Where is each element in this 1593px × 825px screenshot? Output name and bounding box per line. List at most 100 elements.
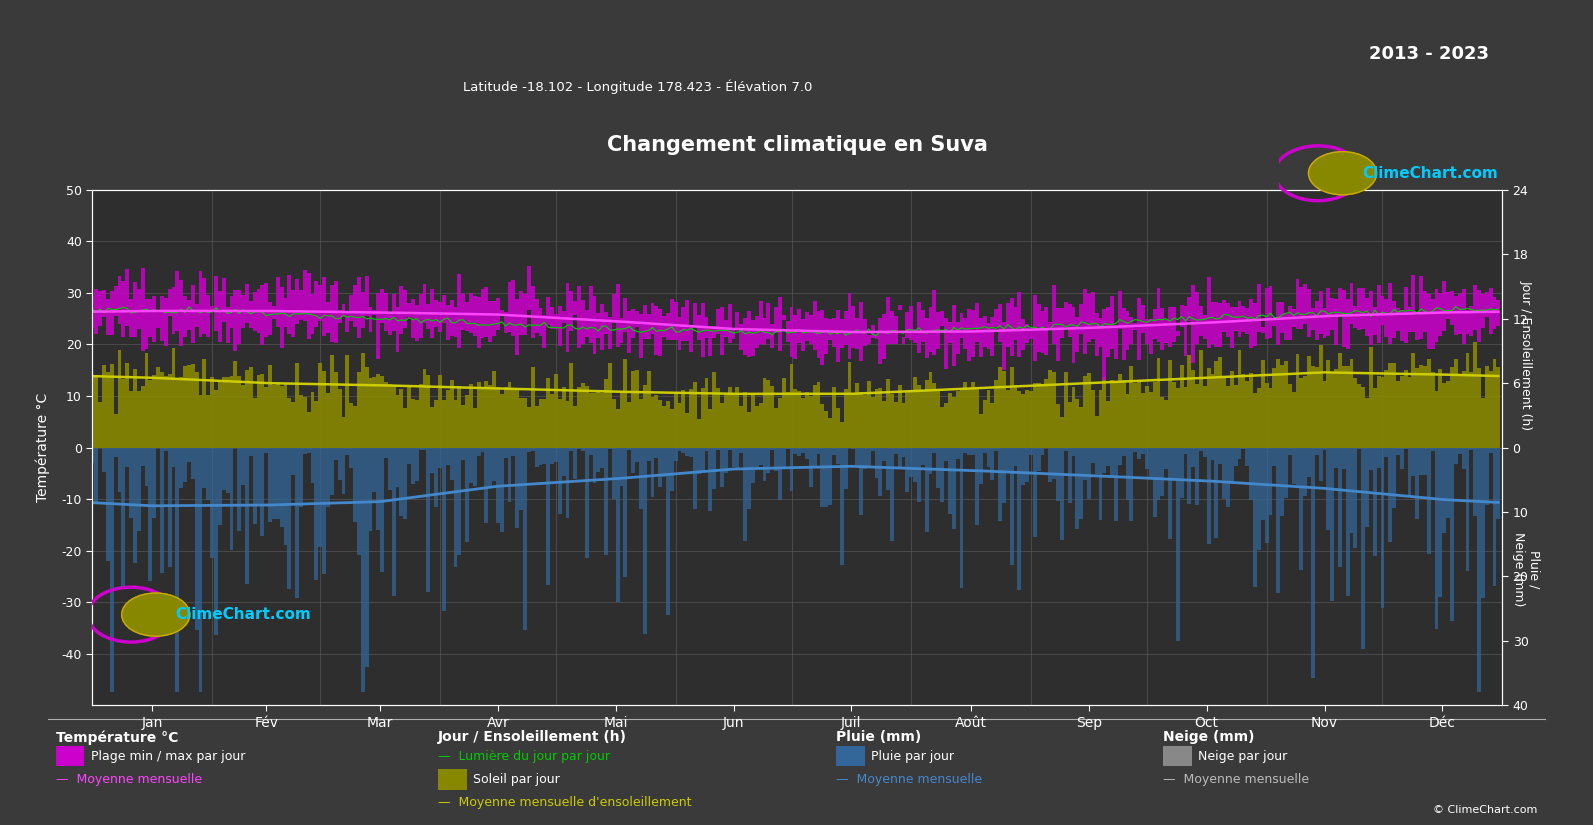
- Bar: [1381, 377, 1384, 447]
- Bar: [253, 447, 256, 524]
- Bar: [763, 447, 766, 482]
- Bar: [937, 447, 940, 488]
- Bar: [886, 380, 890, 447]
- Bar: [1368, 447, 1373, 469]
- Bar: [102, 447, 105, 472]
- Title: Changement climatique en Suva: Changement climatique en Suva: [607, 134, 988, 155]
- Bar: [1067, 447, 1072, 502]
- Bar: [287, 447, 292, 589]
- Bar: [581, 300, 585, 344]
- Bar: [354, 285, 357, 328]
- Bar: [1462, 371, 1466, 447]
- Text: —  Moyenne mensuelle: — Moyenne mensuelle: [56, 773, 202, 786]
- Bar: [284, 384, 287, 447]
- Bar: [199, 271, 202, 337]
- Bar: [577, 447, 581, 449]
- Text: Soleil par jour: Soleil par jour: [473, 773, 559, 786]
- Bar: [1056, 403, 1059, 447]
- Bar: [736, 447, 739, 469]
- Bar: [798, 391, 801, 447]
- Bar: [1056, 309, 1059, 361]
- Bar: [1203, 385, 1207, 447]
- Bar: [441, 295, 446, 323]
- Bar: [260, 285, 264, 346]
- Bar: [1276, 359, 1281, 447]
- Bar: [1214, 361, 1219, 447]
- Bar: [392, 386, 395, 447]
- Bar: [1458, 293, 1462, 334]
- Bar: [585, 385, 589, 447]
- Bar: [376, 375, 381, 447]
- Bar: [1168, 308, 1172, 347]
- Bar: [573, 406, 577, 447]
- Bar: [766, 447, 771, 473]
- Bar: [1149, 392, 1153, 447]
- Bar: [1141, 305, 1145, 332]
- Bar: [693, 447, 696, 509]
- Bar: [256, 447, 260, 504]
- Bar: [755, 406, 758, 447]
- Bar: [902, 447, 905, 457]
- Bar: [550, 394, 554, 447]
- Bar: [1141, 393, 1145, 447]
- Bar: [1053, 372, 1056, 447]
- Bar: [465, 395, 468, 447]
- Bar: [886, 297, 890, 344]
- Bar: [709, 328, 712, 356]
- Bar: [538, 398, 542, 447]
- Bar: [373, 310, 376, 315]
- Bar: [542, 315, 546, 348]
- Bar: [913, 377, 918, 447]
- Bar: [744, 447, 747, 541]
- Bar: [1435, 391, 1438, 447]
- Bar: [951, 447, 956, 529]
- Bar: [1153, 447, 1157, 516]
- Bar: [468, 447, 473, 483]
- Bar: [226, 377, 229, 447]
- Bar: [1469, 306, 1474, 337]
- Bar: [94, 375, 99, 447]
- Bar: [495, 387, 500, 447]
- Bar: [685, 300, 690, 341]
- Bar: [481, 289, 484, 338]
- Bar: [609, 447, 612, 449]
- Bar: [562, 387, 566, 447]
- Bar: [1349, 359, 1354, 447]
- Bar: [276, 277, 280, 327]
- Bar: [812, 447, 817, 468]
- Bar: [1187, 447, 1192, 504]
- Bar: [999, 367, 1002, 447]
- Bar: [1064, 372, 1067, 447]
- Bar: [118, 350, 121, 447]
- Bar: [1419, 276, 1423, 339]
- Bar: [669, 299, 674, 341]
- Bar: [910, 447, 913, 477]
- Bar: [647, 314, 650, 339]
- Bar: [1180, 305, 1184, 327]
- Bar: [341, 447, 346, 493]
- Bar: [465, 447, 468, 542]
- Bar: [1083, 376, 1086, 447]
- Bar: [918, 302, 921, 353]
- Bar: [327, 302, 330, 332]
- Bar: [1102, 447, 1106, 474]
- Bar: [446, 390, 449, 447]
- Bar: [623, 447, 628, 577]
- Bar: [1137, 381, 1141, 447]
- Bar: [140, 447, 145, 466]
- Bar: [94, 290, 99, 334]
- Bar: [798, 309, 801, 343]
- Bar: [983, 447, 986, 453]
- Bar: [663, 316, 666, 337]
- Bar: [495, 447, 500, 523]
- Bar: [832, 387, 836, 447]
- Bar: [701, 447, 704, 471]
- Bar: [1133, 447, 1137, 452]
- Bar: [589, 394, 593, 447]
- Bar: [500, 394, 503, 447]
- Bar: [365, 447, 368, 667]
- Bar: [1415, 368, 1419, 447]
- Bar: [1059, 447, 1064, 540]
- Bar: [476, 382, 481, 447]
- Bar: [701, 389, 704, 447]
